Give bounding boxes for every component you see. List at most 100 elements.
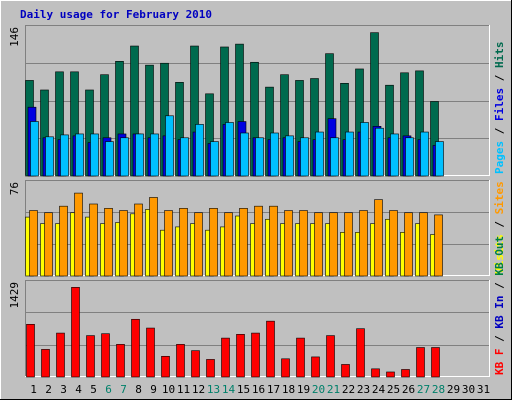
bar-kb-f bbox=[341, 364, 350, 378]
bar-pages bbox=[150, 133, 159, 177]
x-tick-label: 1 bbox=[30, 383, 37, 396]
legend-entry: KB In bbox=[493, 296, 506, 329]
bar-kb-f bbox=[101, 333, 110, 378]
legend-entry: KB Out bbox=[493, 236, 506, 276]
legend-entry: Pages bbox=[493, 141, 506, 174]
bar-kb-f bbox=[116, 344, 125, 378]
y-max-label: 76 bbox=[8, 182, 21, 195]
legend: Pages / Files / Hits bbox=[493, 42, 506, 175]
bar-sites bbox=[299, 210, 308, 277]
bar-pages bbox=[300, 137, 309, 177]
bar-pages bbox=[180, 137, 189, 177]
bar-sites bbox=[284, 210, 293, 277]
x-tick-label: 25 bbox=[387, 383, 400, 396]
bar-sites bbox=[179, 208, 188, 277]
bar-kb-f bbox=[131, 318, 140, 378]
bar-sites bbox=[209, 208, 218, 277]
x-tick-label: 23 bbox=[357, 383, 370, 396]
bar-kb-f bbox=[191, 350, 200, 378]
bar-sites bbox=[389, 210, 398, 277]
bar-pages bbox=[270, 132, 279, 177]
x-tick-label: 29 bbox=[447, 383, 460, 396]
x-tick-label: 30 bbox=[462, 383, 475, 396]
bar-kb-f bbox=[161, 355, 170, 378]
bar-kb-f bbox=[431, 347, 440, 378]
bar-sites bbox=[254, 205, 263, 277]
bar-sites bbox=[149, 197, 158, 277]
x-tick-label: 27 bbox=[417, 383, 430, 396]
bar-pages bbox=[45, 136, 54, 177]
bar-kb-f bbox=[86, 335, 95, 378]
bar-kb-f bbox=[56, 332, 65, 378]
bar-pages bbox=[390, 133, 399, 177]
bar-sites bbox=[269, 205, 278, 277]
bar-sites bbox=[119, 210, 128, 277]
legend-separator: / bbox=[493, 68, 506, 88]
bar-kb-f bbox=[281, 358, 290, 378]
bar-sites bbox=[404, 212, 413, 277]
bar-pages bbox=[255, 137, 264, 177]
bar-pages bbox=[90, 133, 99, 177]
bar-kb-f bbox=[416, 347, 425, 378]
bar-kb-f bbox=[176, 344, 185, 378]
y-max-label: 146 bbox=[8, 27, 21, 47]
x-tick-label: 3 bbox=[60, 383, 67, 396]
x-tick-label: 6 bbox=[105, 383, 112, 396]
bar-kb-f bbox=[401, 369, 410, 378]
legend-entry: Visits bbox=[493, 234, 506, 274]
legend-entry: KB F bbox=[493, 349, 506, 376]
bar-sites bbox=[164, 210, 173, 277]
x-tick-label: 28 bbox=[432, 383, 445, 396]
bar-pages bbox=[345, 131, 354, 177]
legend-entry: Sites bbox=[493, 181, 506, 214]
x-tick-label: 21 bbox=[327, 383, 340, 396]
chart-title: Daily usage for February 2010 bbox=[20, 8, 212, 21]
x-tick-label: 13 bbox=[207, 383, 220, 396]
legend-separator: / bbox=[493, 214, 506, 234]
bar-pages bbox=[210, 141, 219, 177]
bar-kb-f bbox=[296, 337, 305, 378]
bar-pages bbox=[30, 121, 39, 177]
bar-pages bbox=[75, 133, 84, 177]
legend-entry: Hits bbox=[493, 42, 506, 69]
bar-kb-f bbox=[206, 359, 215, 378]
bar-sites bbox=[194, 212, 203, 277]
x-tick-label: 4 bbox=[75, 383, 82, 396]
legend: Visits / Sites bbox=[493, 181, 506, 274]
bar-sites bbox=[224, 212, 233, 277]
bar-kb-f bbox=[26, 323, 35, 378]
bar-kb-f bbox=[386, 371, 395, 378]
legend-separator: / bbox=[493, 329, 506, 349]
bar-sites bbox=[59, 205, 68, 277]
x-tick-label: 7 bbox=[120, 383, 127, 396]
bar-pages bbox=[240, 132, 249, 177]
x-tick-label: 20 bbox=[312, 383, 325, 396]
x-tick-label: 31 bbox=[477, 383, 490, 396]
bar-kb-f bbox=[221, 337, 230, 378]
bar-kb-f bbox=[326, 335, 335, 378]
legend-separator: / bbox=[493, 276, 506, 296]
x-tick-label: 19 bbox=[297, 383, 310, 396]
bar-sites bbox=[419, 212, 428, 277]
bar-sites bbox=[239, 208, 248, 277]
x-tick-label: 5 bbox=[90, 383, 97, 396]
legend: KB F / KB In / KB Out bbox=[493, 236, 506, 375]
x-tick-label: 24 bbox=[372, 383, 386, 396]
bar-pages bbox=[135, 133, 144, 177]
x-tick-label: 18 bbox=[282, 383, 295, 396]
x-tick-label: 12 bbox=[192, 383, 205, 396]
bar-sites bbox=[44, 212, 53, 277]
bar-pages bbox=[435, 141, 444, 177]
bar-kb-f bbox=[311, 356, 320, 378]
bar-sites bbox=[374, 199, 383, 277]
x-tick-label: 22 bbox=[342, 383, 355, 396]
bar-kb-f bbox=[71, 287, 80, 378]
bar-pages bbox=[315, 131, 324, 177]
bar-pages bbox=[120, 137, 129, 177]
bar-kb-f bbox=[356, 328, 365, 378]
x-tick-label: 8 bbox=[135, 383, 142, 396]
bar-sites bbox=[434, 214, 443, 277]
bar-pages bbox=[225, 122, 234, 177]
x-tick-label: 11 bbox=[177, 383, 190, 396]
bar-pages bbox=[60, 134, 69, 177]
